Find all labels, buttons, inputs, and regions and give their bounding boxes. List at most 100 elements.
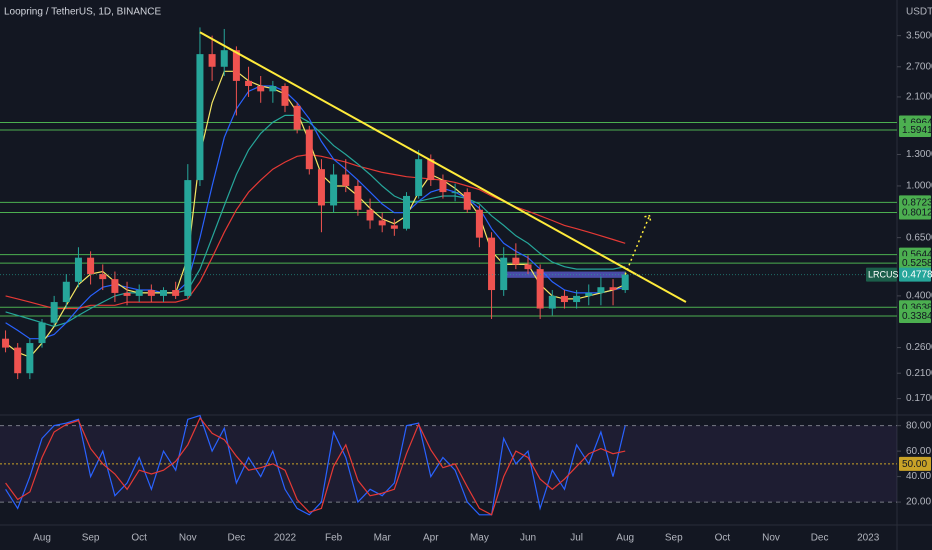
y-axis-label: USDT — [906, 7, 932, 18]
level-label-box — [899, 256, 931, 271]
candle-body — [354, 185, 362, 210]
x-tick-label: Dec — [228, 533, 246, 544]
oscillator-tick-label: 40.00 — [906, 471, 931, 482]
candle-body — [62, 281, 70, 303]
y-tick-label: 2.7000 — [906, 61, 932, 72]
level-label: 0.8723 — [902, 197, 932, 208]
candle-body — [111, 279, 119, 293]
x-tick-label: Nov — [179, 533, 197, 544]
candle-body — [378, 220, 386, 226]
candle-body — [99, 274, 107, 280]
x-tick-label: Dec — [811, 533, 829, 544]
candle-body — [475, 209, 483, 238]
x-tick-label: 2023 — [857, 533, 880, 544]
candle-body — [463, 192, 471, 210]
candle-body — [560, 295, 568, 303]
candle-body — [26, 343, 34, 374]
candle-body — [597, 287, 605, 293]
y-tick-label: 2.1000 — [906, 92, 932, 103]
x-tick-label: Sep — [82, 533, 100, 544]
x-tick-label: Nov — [762, 533, 780, 544]
x-tick-label: Aug — [616, 533, 634, 544]
y-tick-label: 3.5000 — [906, 30, 932, 41]
candle-body — [14, 347, 22, 374]
level-label: 0.5644 — [902, 250, 932, 261]
x-tick-label: Apr — [423, 533, 439, 544]
moving-average — [5, 70, 626, 358]
candle-body — [172, 290, 180, 296]
candle-body — [305, 129, 313, 170]
x-tick-label: Oct — [715, 533, 731, 544]
candle-body — [184, 180, 192, 296]
midline-label-box — [899, 456, 931, 471]
candle-body — [585, 292, 593, 296]
candle-body — [390, 225, 398, 229]
chart-title: Loopring / TetherUS, 1D, BINANCE — [4, 7, 161, 18]
candle-body — [342, 174, 350, 186]
level-label-box — [899, 308, 931, 323]
level-label: 0.3384 — [902, 311, 932, 322]
candle-body — [488, 237, 496, 291]
candle-body — [524, 264, 532, 270]
candle-body — [609, 287, 617, 291]
candle-body — [427, 159, 435, 181]
level-label: 1.5941 — [902, 125, 932, 136]
oscillator-tick-label: 60.00 — [906, 446, 931, 457]
candle-body — [536, 269, 544, 309]
candle-body — [74, 257, 82, 282]
candle-body — [147, 290, 155, 296]
moving-average — [5, 114, 626, 328]
oscillator-tick-label: 80.00 — [906, 420, 931, 431]
candle-body — [2, 338, 10, 348]
candle-body — [500, 257, 508, 291]
candle-body — [123, 292, 131, 296]
x-tick-label: Aug — [33, 533, 51, 544]
candle-body — [317, 169, 325, 206]
level-label-box — [899, 122, 931, 137]
x-tick-label: 2022 — [274, 533, 297, 544]
x-tick-label: May — [470, 533, 489, 544]
candle-body — [439, 180, 447, 193]
candle-body — [366, 209, 374, 221]
x-tick-label: Sep — [665, 533, 683, 544]
x-tick-label: Oct — [131, 533, 147, 544]
candle-body — [403, 195, 410, 229]
candle-body — [196, 54, 204, 181]
candle-body — [330, 174, 338, 206]
x-tick-label: Jul — [570, 533, 583, 544]
candle-body — [621, 274, 629, 291]
candle-body — [281, 86, 289, 106]
symbol-tag: LRCUSDT — [868, 269, 911, 279]
candle-body — [245, 80, 253, 87]
candle-body — [160, 290, 167, 296]
x-tick-label: Feb — [325, 533, 343, 544]
level-label-box — [899, 205, 931, 220]
candle-body — [293, 105, 301, 130]
last-price-box — [899, 267, 931, 282]
trendline — [199, 31, 687, 303]
candle-body — [87, 257, 95, 275]
projection-arrow — [624, 215, 651, 275]
moving-average — [5, 85, 626, 340]
candle-body — [220, 50, 228, 67]
level-label: 0.8012 — [902, 208, 932, 219]
oscillator-line — [5, 414, 626, 516]
candle-body — [232, 50, 240, 81]
last-price-label: 0.4778 — [902, 270, 932, 281]
oscillator-line — [5, 416, 626, 516]
candle-body — [50, 302, 58, 323]
candle-body — [257, 86, 265, 92]
midline-label: 50.00 — [902, 459, 927, 470]
level-label: 0.3638 — [902, 302, 932, 313]
candle-body — [208, 54, 216, 67]
candle-body — [451, 192, 459, 194]
candle-body — [415, 159, 423, 196]
symbol-tag-box — [866, 267, 897, 282]
